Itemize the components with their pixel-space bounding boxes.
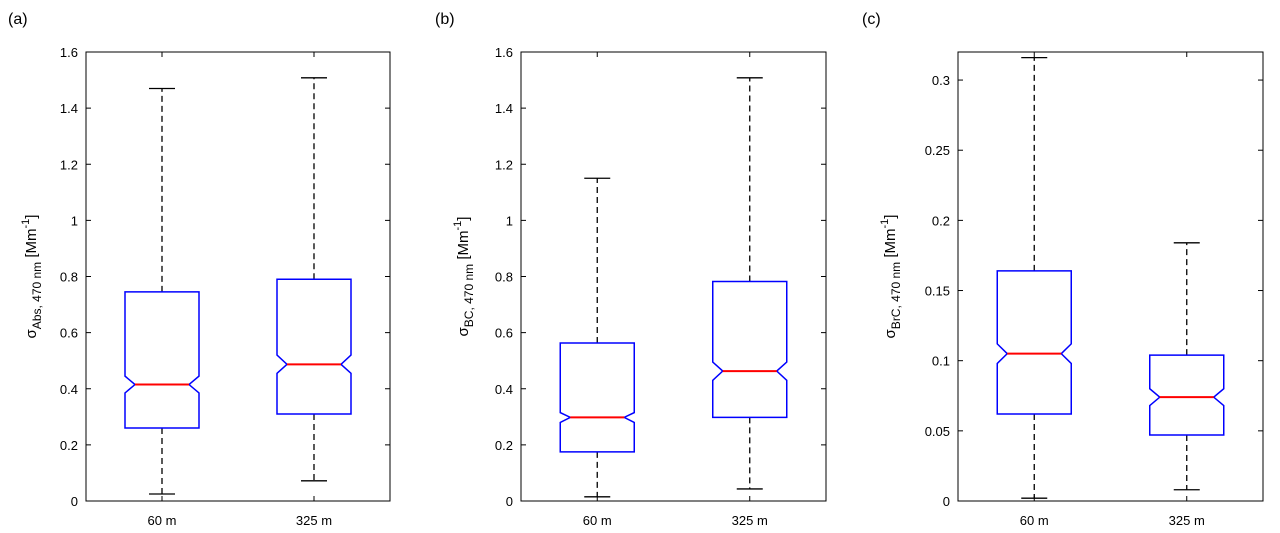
notched-box xyxy=(559,342,635,453)
y-tick-label: 0.6 xyxy=(60,326,78,341)
notched-box xyxy=(276,278,352,415)
y-tick-label: 0.8 xyxy=(60,270,78,285)
y-axis-label: σBrC, 470 nm [Mm-1] xyxy=(879,215,903,339)
y-axis-label: σAbs, 470 nm [Mm-1] xyxy=(20,215,44,339)
y-tick-label: 1 xyxy=(71,213,78,228)
x-tick-label: 325 m xyxy=(1169,513,1205,528)
axes-frame xyxy=(520,51,827,502)
y-tick-label: 1 xyxy=(506,213,513,228)
y-tick-label: 1.6 xyxy=(60,45,78,60)
y-tick-label: 0.3 xyxy=(932,73,950,88)
x-tick-label: 60 m xyxy=(583,513,612,528)
y-tick-label: 0.1 xyxy=(932,354,950,369)
y-tick-label: 1.4 xyxy=(60,101,78,116)
notched-box xyxy=(712,280,788,419)
x-tick-label: 325 m xyxy=(296,513,332,528)
y-tick-label: 0.4 xyxy=(495,382,513,397)
y-tick-label: 0 xyxy=(71,494,78,509)
y-tick-label: 0.8 xyxy=(495,270,513,285)
panel-3: 0 0.05 0.1 0.15 0.2 0.25 0.3 60 m 325 m (c) σBrC, … xyxy=(862,11,1264,528)
y-axis-label: σBC, 470 nm [Mm-1] xyxy=(452,217,476,337)
y-tick-label: 0.25 xyxy=(925,143,950,158)
notched-box xyxy=(1149,354,1225,436)
y-tick-label: 1.2 xyxy=(495,157,513,172)
x-tick-label: 60 m xyxy=(1020,513,1049,528)
y-tick-label: 0.2 xyxy=(932,213,950,228)
x-tick-label: 60 m xyxy=(148,513,177,528)
panel-label: (a) xyxy=(8,11,28,28)
y-tick-label: 0.4 xyxy=(60,382,78,397)
y-tick-label: 1.4 xyxy=(495,101,513,116)
panel-1: 0 0.2 0.4 0.6 0.8 1 1.2 1.4 1.6 60 m 325 m (a) σAbs,… xyxy=(8,11,391,528)
y-tick-label: 0.15 xyxy=(925,284,950,299)
notched-box xyxy=(996,270,1072,415)
axes-frame xyxy=(85,51,391,502)
x-tick-label: 325 m xyxy=(732,513,768,528)
y-tick-label: 1.6 xyxy=(495,45,513,60)
y-tick-label: 0 xyxy=(943,494,950,509)
y-tick-label: 0.2 xyxy=(495,438,513,453)
panel-2: 0 0.2 0.4 0.6 0.8 1 1.2 1.4 1.6 60 m 325 m (b) σBC, … xyxy=(435,11,827,528)
y-tick-label: 0.6 xyxy=(495,326,513,341)
y-tick-label: 0.05 xyxy=(925,424,950,439)
panel-label: (b) xyxy=(435,11,455,28)
axes-frame xyxy=(957,51,1264,502)
y-tick-label: 0 xyxy=(506,494,513,509)
y-tick-label: 0.2 xyxy=(60,438,78,453)
panel-label: (c) xyxy=(862,11,881,28)
y-tick-label: 1.2 xyxy=(60,157,78,172)
notched-box xyxy=(124,291,200,429)
